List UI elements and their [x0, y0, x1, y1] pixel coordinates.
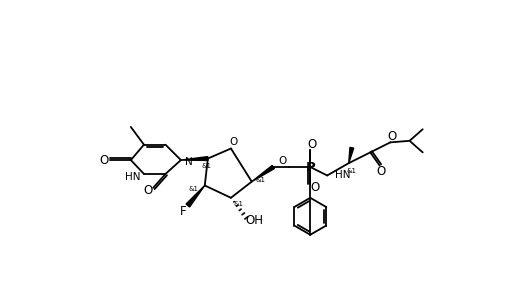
Text: OH: OH — [245, 214, 263, 228]
Text: O: O — [143, 184, 152, 197]
Text: &1: &1 — [347, 168, 357, 174]
Text: &1: &1 — [256, 177, 266, 183]
Polygon shape — [349, 147, 354, 163]
Polygon shape — [181, 157, 208, 160]
Text: &1: &1 — [189, 186, 199, 192]
Text: O: O — [307, 138, 317, 151]
Text: &1: &1 — [201, 163, 211, 169]
Text: O: O — [99, 154, 109, 166]
Text: &1: &1 — [234, 201, 244, 207]
Polygon shape — [252, 165, 275, 182]
Polygon shape — [186, 185, 205, 207]
Text: O: O — [278, 156, 287, 166]
Text: HN: HN — [125, 172, 141, 182]
Text: N: N — [185, 157, 193, 167]
Text: O: O — [376, 165, 386, 178]
Text: O: O — [310, 181, 320, 194]
Text: F: F — [180, 205, 186, 218]
Text: O: O — [387, 130, 396, 143]
Text: HN: HN — [335, 170, 350, 180]
Text: O: O — [229, 137, 237, 147]
Text: P: P — [306, 161, 315, 174]
